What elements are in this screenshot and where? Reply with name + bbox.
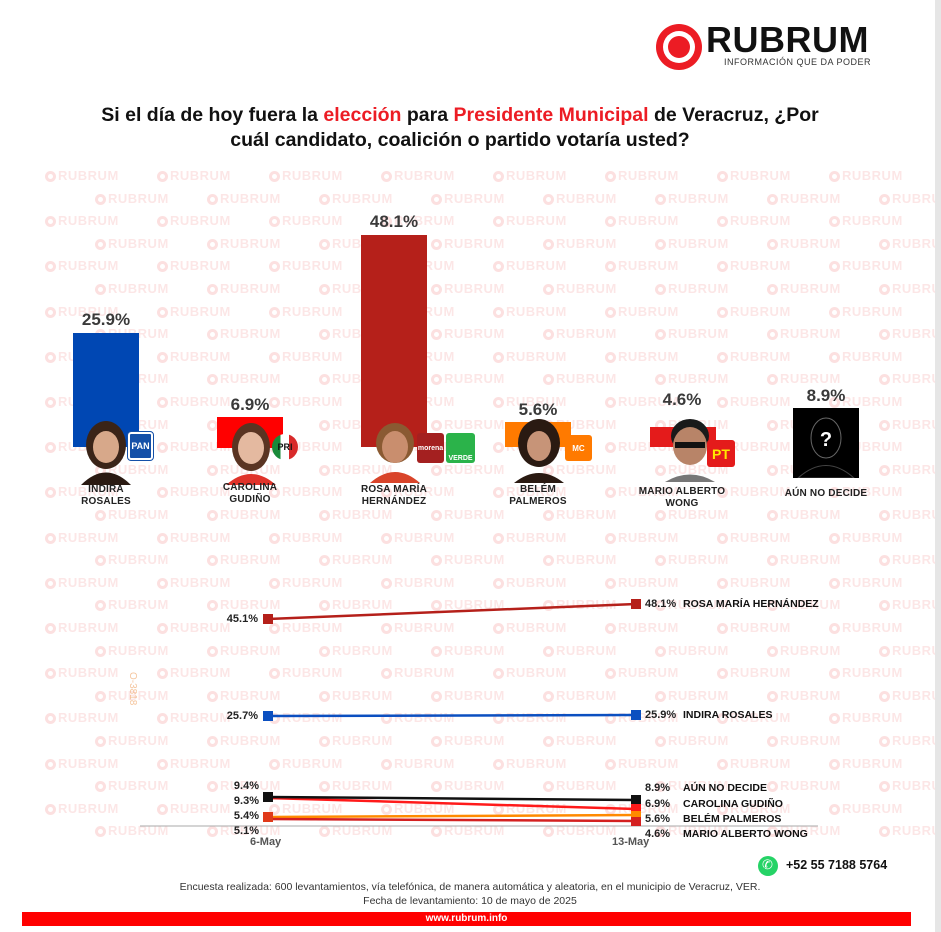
chart-title: Si el día de hoy fuera la elección para … [20, 103, 900, 153]
value-indira-6may: 25.7% [226, 710, 258, 722]
title-text: de Veracruz, ¿Por [648, 104, 819, 126]
party-logo-verde: VERDE [446, 433, 475, 463]
bar-value-mario: 4.6% [662, 390, 702, 409]
value-mario-13may: 4.6% [645, 828, 671, 840]
party-logo-pan: PAN [127, 431, 154, 461]
contact-phone: +52 55 7188 5764 [786, 858, 888, 872]
name-line: BELÉM [520, 484, 556, 495]
party-logo-pri: PRI [272, 434, 298, 460]
title-highlight-presidente: Presidente Municipal [453, 104, 649, 126]
x-tick-13-may: 13-May [612, 836, 650, 848]
series-name-belem: BELÉM PALMEROS [683, 813, 782, 825]
candidate-photo-carolina [216, 415, 286, 485]
value-indira-13may: 25.9% [645, 709, 677, 721]
value-carolina-6may: 9.3% [233, 795, 259, 807]
value-undecided-6may: 9.4% [233, 780, 259, 792]
party-logo-mc: MC [565, 435, 592, 461]
candidate-name-rosa: ROSA MARÍA HERNÁNDEZ [329, 484, 459, 508]
candidate-photo-rosa [360, 413, 430, 483]
series-name-carolina: CAROLINA GUDIÑO [683, 798, 783, 810]
series-name-mario: MARIO ALBERTO WONG [683, 828, 808, 840]
series-name-undecided: AÚN NO DECIDE [683, 782, 768, 794]
value-undecided-13may: 8.9% [645, 782, 671, 794]
bar-value-carolina: 6.9% [230, 395, 270, 414]
value-carolina-13may: 6.9% [645, 798, 671, 810]
name-line: AÚN NO DECIDE [784, 488, 868, 499]
candidate-name-indira: INDIRA ROSALES [41, 484, 171, 508]
party-logo-pt: PT [707, 440, 735, 467]
unknown-person-icon: ? [796, 417, 856, 479]
party-logo-morena: morena [417, 433, 444, 463]
bar-value-indira: 25.9% [81, 310, 131, 329]
candidate-name-mario: MARIO ALBERTO WONG [617, 486, 747, 510]
bar-rosa-maria-hernandez [361, 235, 427, 447]
name-line: MARIO ALBERTO [638, 486, 726, 497]
survey-date-note: Fecha de levantamiento: 10 de mayo de 20… [363, 895, 577, 907]
svg-text:?: ? [820, 429, 832, 451]
brand-name: RUBRUM [706, 19, 869, 60]
title-line-2: cuál candidato, coalición o partido vota… [230, 129, 690, 151]
value-rosa-13may: 48.1% [645, 598, 677, 610]
name-line: CAROLINA [222, 482, 278, 493]
name-line: INDIRA [88, 484, 124, 495]
page-edge-strip [935, 0, 941, 932]
name-line: PALMEROS [509, 496, 567, 507]
brand-logo: RUBRUM INFORMACIÓN QUE DA PODER [656, 19, 906, 72]
bar-value-belem: 5.6% [518, 400, 558, 419]
series-name-rosa: ROSA MARÍA HERNÁNDEZ [683, 598, 819, 610]
name-line: HERNÁNDEZ [361, 496, 427, 507]
series-name-indira: INDIRA ROSALES [683, 709, 773, 721]
brand-tagline: INFORMACIÓN QUE DA PODER [724, 57, 872, 67]
candidate-name-belem: BELÉM PALMEROS [473, 484, 603, 508]
x-tick-6-may: 6-May [250, 836, 282, 848]
name-line: ROSALES [81, 496, 131, 507]
bar-aun-no-decide: ? [793, 408, 859, 479]
value-rosa-6may: 45.1% [226, 613, 258, 625]
candidate-name-carolina: CAROLINA GUDIÑO [185, 482, 315, 506]
candidate-name-undecided: AÚN NO DECIDE [761, 488, 891, 500]
title-text: para [401, 104, 454, 126]
candidate-photo-belem [504, 413, 574, 483]
value-belem-6may: 5.4% [233, 810, 259, 822]
name-line: GUDIÑO [229, 494, 271, 505]
website-link[interactable]: www.rubrum.info [22, 912, 911, 926]
value-belem-13may: 5.6% [645, 813, 671, 825]
name-line: ROSA MARÍA [360, 484, 428, 495]
value-mario-6may: 5.1% [233, 825, 259, 837]
whatsapp-icon [758, 856, 778, 876]
target-logo-icon [656, 24, 702, 70]
name-line: WONG [665, 498, 699, 509]
candidate-photo-mario [660, 412, 730, 482]
bar-value-undecided: 8.9% [806, 386, 846, 405]
title-text: Si el día de hoy fuera la [101, 104, 324, 126]
candidate-photo-indira [71, 415, 141, 485]
title-highlight-eleccion: elección [323, 104, 402, 126]
bar-value-rosa: 48.1% [369, 212, 419, 231]
survey-methodology-note: Encuesta realizada: 600 levantamientos, … [179, 881, 761, 893]
